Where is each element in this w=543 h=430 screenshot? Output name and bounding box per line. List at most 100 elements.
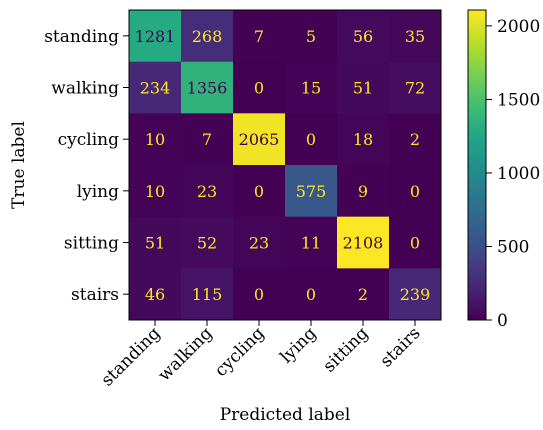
- cell-value-label: 1281: [135, 27, 176, 46]
- x-tick-label: walking: [155, 323, 217, 385]
- cell-value-label: 0: [254, 182, 264, 201]
- x-tick-label: standing: [98, 323, 165, 390]
- plot-frame: [128, 9, 442, 321]
- heatmap-cell: [337, 113, 390, 166]
- heatmap-cell: [129, 165, 182, 218]
- heatmap-cell: [233, 165, 286, 218]
- cell-value-label: 239: [400, 285, 431, 304]
- y-tick-label: standing: [44, 27, 119, 47]
- y-tick-label: sitting: [64, 234, 119, 254]
- heatmap-cell: [389, 216, 442, 269]
- colorbar-tick-label: 1500: [497, 90, 540, 110]
- heatmap-cell: [181, 216, 234, 269]
- heatmap-cell: [337, 165, 390, 218]
- heatmap-cell: [129, 61, 182, 114]
- x-tick-label: lying: [276, 323, 320, 367]
- colorbar-tick-label: 2000: [497, 17, 540, 37]
- y-tick-label: cycling: [58, 130, 119, 150]
- heatmap-cell: [285, 268, 338, 321]
- cell-value-label: 115: [192, 285, 223, 304]
- colorbar-tick-label: 0: [497, 311, 508, 331]
- heatmap-cell: [233, 113, 286, 166]
- heatmap-cell: [233, 268, 286, 321]
- cell-value-label: 10: [145, 130, 165, 149]
- colorbar-ticks: 0 500 1000 1500 2000: [486, 17, 540, 331]
- cell-value-label: 0: [410, 234, 420, 253]
- cell-value-label: 2065: [239, 130, 280, 149]
- y-axis-ticks: standing walking cycling lying sitting stairs: [44, 27, 129, 305]
- cell-value-label: 72: [405, 79, 425, 98]
- cell-value-label: 0: [306, 285, 316, 304]
- y-tick-label: stairs: [71, 285, 119, 305]
- heatmap-cells: [129, 10, 442, 321]
- heatmap-cell: [337, 216, 390, 269]
- y-tick-label: lying: [77, 182, 119, 202]
- cell-value-label: 0: [254, 79, 264, 98]
- cell-value-label: 35: [405, 27, 425, 46]
- heatmap-cell: [389, 165, 442, 218]
- cell-value-label: 0: [410, 182, 420, 201]
- cell-value-label: 2108: [343, 234, 384, 253]
- y-tick-label: walking: [51, 79, 119, 99]
- heatmap-cell: [181, 61, 234, 114]
- y-axis-label: True label: [9, 121, 29, 209]
- cell-value-label: 575: [296, 182, 327, 201]
- cell-value-label: 2: [410, 130, 420, 149]
- heatmap-cell: [129, 216, 182, 269]
- heatmap-cell: [129, 10, 182, 63]
- heatmap-cell: [337, 10, 390, 63]
- heatmap-cell: [181, 165, 234, 218]
- heatmap-cell: [129, 113, 182, 166]
- heatmap-cell: [285, 216, 338, 269]
- x-tick-label: cycling: [211, 323, 269, 381]
- heatmap-cell: [389, 268, 442, 321]
- cell-value-label: 51: [145, 234, 165, 253]
- heatmap-cell: [233, 216, 286, 269]
- heatmap-cell: [389, 10, 442, 63]
- heatmap-cell: [285, 113, 338, 166]
- cell-value-label: 268: [192, 27, 223, 46]
- cell-value-label: 15: [301, 79, 321, 98]
- x-axis-label: Predicted label: [220, 405, 351, 425]
- cell-value-label: 0: [306, 130, 316, 149]
- colorbar: [467, 9, 487, 321]
- heatmap-cell: [389, 113, 442, 166]
- heatmap-cell: [337, 268, 390, 321]
- cell-value-label: 51: [353, 79, 373, 98]
- cell-value-label: 2: [358, 285, 368, 304]
- cell-value-label: 7: [202, 130, 212, 149]
- cell-value-label: 56: [353, 27, 373, 46]
- heatmap-cell: [285, 10, 338, 63]
- heatmap-cell: [233, 61, 286, 114]
- heatmap-cell: [129, 268, 182, 321]
- heatmap-cell: [285, 61, 338, 114]
- heatmap-cell: [389, 61, 442, 114]
- cell-value-label: 234: [140, 79, 171, 98]
- cell-value-label: 7: [254, 27, 264, 46]
- cell-value-label: 23: [197, 182, 217, 201]
- cell-value-label: 10: [145, 182, 165, 201]
- cell-value-label: 46: [145, 285, 165, 304]
- cell-value-label: 0: [254, 285, 264, 304]
- cell-value-label: 18: [353, 130, 373, 149]
- cell-value-label: 52: [197, 234, 217, 253]
- cell-value-label: 11: [301, 234, 321, 253]
- heatmap-cell: [181, 113, 234, 166]
- heatmap-cell: [181, 10, 234, 63]
- x-tick-label: stairs: [376, 323, 424, 371]
- heatmap-cell: [337, 61, 390, 114]
- heatmap-cell: [285, 165, 338, 218]
- colorbar-tick-label: 500: [497, 237, 529, 257]
- cell-value-label: 23: [249, 234, 269, 253]
- cell-value-label: 5: [306, 27, 316, 46]
- x-tick-label: sitting: [319, 323, 372, 376]
- colorbar-tick-label: 1000: [497, 164, 540, 184]
- heatmap-cell: [233, 10, 286, 63]
- cell-value-label: 9: [358, 182, 368, 201]
- heatmap-cell: [181, 268, 234, 321]
- cell-value-label: 1356: [187, 79, 228, 98]
